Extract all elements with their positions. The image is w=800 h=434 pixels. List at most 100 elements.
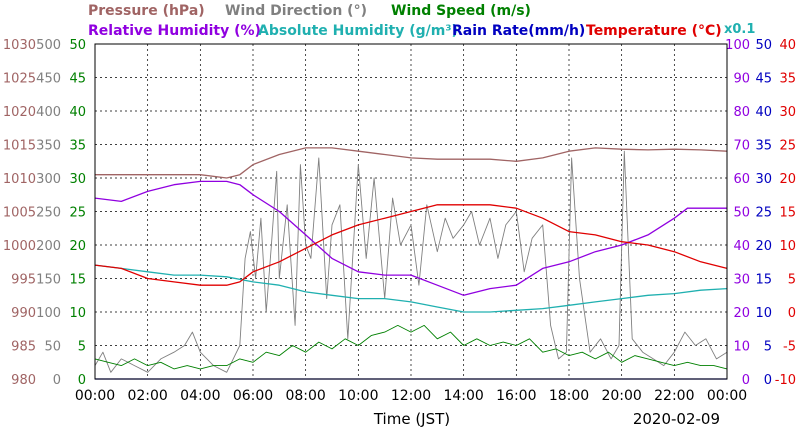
legend-entry-row1: Pressure (hPa) [88, 3, 205, 19]
x-tick-label: 16:00 [496, 388, 536, 404]
right-tick-label-temperature: 25 [779, 139, 796, 154]
x-tick-label: 20:00 [601, 388, 641, 404]
left-tick-label-wind-speed: 30 [69, 172, 86, 187]
left-tick-label-pressure: 995 [11, 273, 36, 288]
left-tick-label-wind-speed: 20 [69, 239, 86, 254]
x-tick-label: 18:00 [549, 388, 589, 404]
x-tick-label: 04:00 [180, 388, 220, 404]
legend-entry-row1: Wind Direction (°) [225, 3, 367, 19]
left-tick-label-pressure: 985 [11, 340, 36, 355]
right-tick-label-temperature: 30 [779, 105, 796, 120]
legend-entry-row2: Rain Rate(mm/h) [452, 23, 585, 39]
left-tick-label-wind-direction: 400 [36, 105, 61, 120]
legend-entry-row1: Wind Speed (m/s) [391, 3, 531, 19]
left-tick-label-wind-direction: 100 [36, 306, 61, 321]
right-axes: 1009080706050403020100504540353025201510… [725, 38, 796, 388]
left-tick-label-wind-speed: 40 [69, 105, 86, 120]
series-line-absolute-humidity-g-m [94, 264, 728, 313]
left-tick-label-pressure: 990 [11, 306, 36, 321]
left-axes: 1030102510201015101010051000995990985980… [3, 38, 86, 388]
left-tick-label-pressure: 1005 [3, 206, 36, 221]
legend: Pressure (hPa) Wind Direction (°) Wind Spe… [88, 3, 722, 39]
right-tick-label-rain-rate: 0 [764, 373, 772, 388]
series-line-wind-direction [94, 150, 728, 373]
series-line-temperature-c [94, 204, 728, 286]
right-tick-label-rain-rate: 50 [755, 38, 772, 53]
absolute-humidity-scale-note: x0.1 [724, 22, 755, 37]
x-tick-label: 10:00 [338, 388, 378, 404]
left-tick-label-wind-speed: 5 [78, 340, 86, 355]
left-tick-label-wind-speed: 10 [69, 306, 86, 321]
right-tick-label-temperature: 0 [788, 306, 796, 321]
right-tick-label-rain-rate: 40 [755, 105, 772, 120]
x-tick-label: 08:00 [285, 388, 325, 404]
right-tick-label-rain-rate: 30 [755, 172, 772, 187]
x-tick-label: 14:00 [443, 388, 483, 404]
x-tick-label: 12:00 [391, 388, 431, 404]
right-tick-label-temperature: 35 [779, 72, 796, 87]
legend-entry-row2: Temperature (°C) [586, 23, 722, 39]
left-tick-label-pressure: 980 [11, 373, 36, 388]
x-tick-labels: 00:00 02:00 04:00 06:00 08:00 10:00 12:00 14:00… [75, 388, 747, 404]
x-tick-label: 06:00 [233, 388, 273, 404]
left-tick-label-wind-speed: 0 [78, 373, 86, 388]
right-tick-label-rain-rate: 15 [755, 273, 772, 288]
left-tick-label-wind-speed: 35 [69, 139, 86, 154]
series-line-relative-humidity [94, 180, 727, 296]
left-tick-label-pressure: 1000 [3, 239, 36, 254]
right-tick-label-rain-rate: 25 [755, 206, 772, 221]
x-tick-label: 00:00 [75, 388, 115, 404]
left-tick-label-pressure: 1030 [3, 38, 36, 53]
right-tick-label-humidity: 30 [733, 273, 750, 288]
right-tick-label-humidity: 0 [742, 373, 750, 388]
left-tick-label-pressure: 1020 [3, 105, 36, 120]
legend-entry-row2: Relative Humidity (%) [88, 23, 261, 39]
right-tick-label-humidity: 10 [733, 340, 750, 355]
left-tick-label-pressure: 1010 [3, 172, 36, 187]
right-tick-label-temperature: 40 [779, 38, 796, 53]
left-tick-label-wind-direction: 50 [44, 340, 61, 355]
x-tick-label: 22:00 [654, 388, 694, 404]
left-tick-label-wind-speed: 25 [69, 206, 86, 221]
series-lines [94, 147, 728, 380]
right-tick-label-humidity: 60 [733, 172, 750, 187]
left-tick-label-wind-direction: 450 [36, 72, 61, 87]
date-label: 2020-02-09 [633, 410, 720, 428]
right-tick-label-humidity: 80 [733, 105, 750, 120]
left-tick-label-wind-direction: 0 [53, 373, 61, 388]
right-tick-label-humidity: 50 [733, 206, 750, 221]
plot-frame [94, 43, 728, 380]
left-tick-label-wind-speed: 50 [69, 38, 86, 53]
left-tick-label-wind-direction: 150 [36, 273, 61, 288]
left-tick-label-wind-direction: 200 [36, 239, 61, 254]
legend-entry-row2: Absolute Humidity (g/m³) [258, 23, 458, 39]
left-tick-label-wind-direction: 350 [36, 139, 61, 154]
left-tick-label-wind-direction: 500 [36, 38, 61, 53]
x-tick-label: 02:00 [127, 388, 167, 404]
right-tick-label-temperature: 5 [788, 273, 796, 288]
right-tick-label-temperature: 10 [779, 239, 796, 254]
right-tick-label-temperature: -5 [783, 340, 796, 355]
right-tick-label-humidity: 100 [725, 38, 750, 53]
right-tick-label-humidity: 20 [733, 306, 750, 321]
left-tick-label-wind-speed: 15 [69, 273, 86, 288]
grid [95, 44, 727, 379]
right-tick-label-temperature: 15 [779, 206, 796, 221]
right-tick-label-humidity: 90 [733, 72, 750, 87]
right-tick-label-rain-rate: 5 [764, 340, 772, 355]
series-line-wind-speed-m-s [94, 324, 728, 370]
series-line-pressure-hpa [95, 147, 728, 179]
right-tick-label-rain-rate: 20 [755, 239, 772, 254]
x-tick-label: 00:00 [707, 388, 747, 404]
left-tick-label-pressure: 1025 [3, 72, 36, 87]
right-tick-label-rain-rate: 10 [755, 306, 772, 321]
left-tick-label-pressure: 1015 [3, 139, 36, 154]
right-tick-label-temperature: 20 [779, 172, 796, 187]
right-tick-label-humidity: 70 [733, 139, 750, 154]
right-tick-label-humidity: 40 [733, 239, 750, 254]
right-tick-label-rain-rate: 35 [755, 139, 772, 154]
left-tick-label-wind-direction: 250 [36, 206, 61, 221]
right-tick-label-temperature: -10 [775, 373, 796, 388]
right-tick-label-rain-rate: 45 [755, 72, 772, 87]
